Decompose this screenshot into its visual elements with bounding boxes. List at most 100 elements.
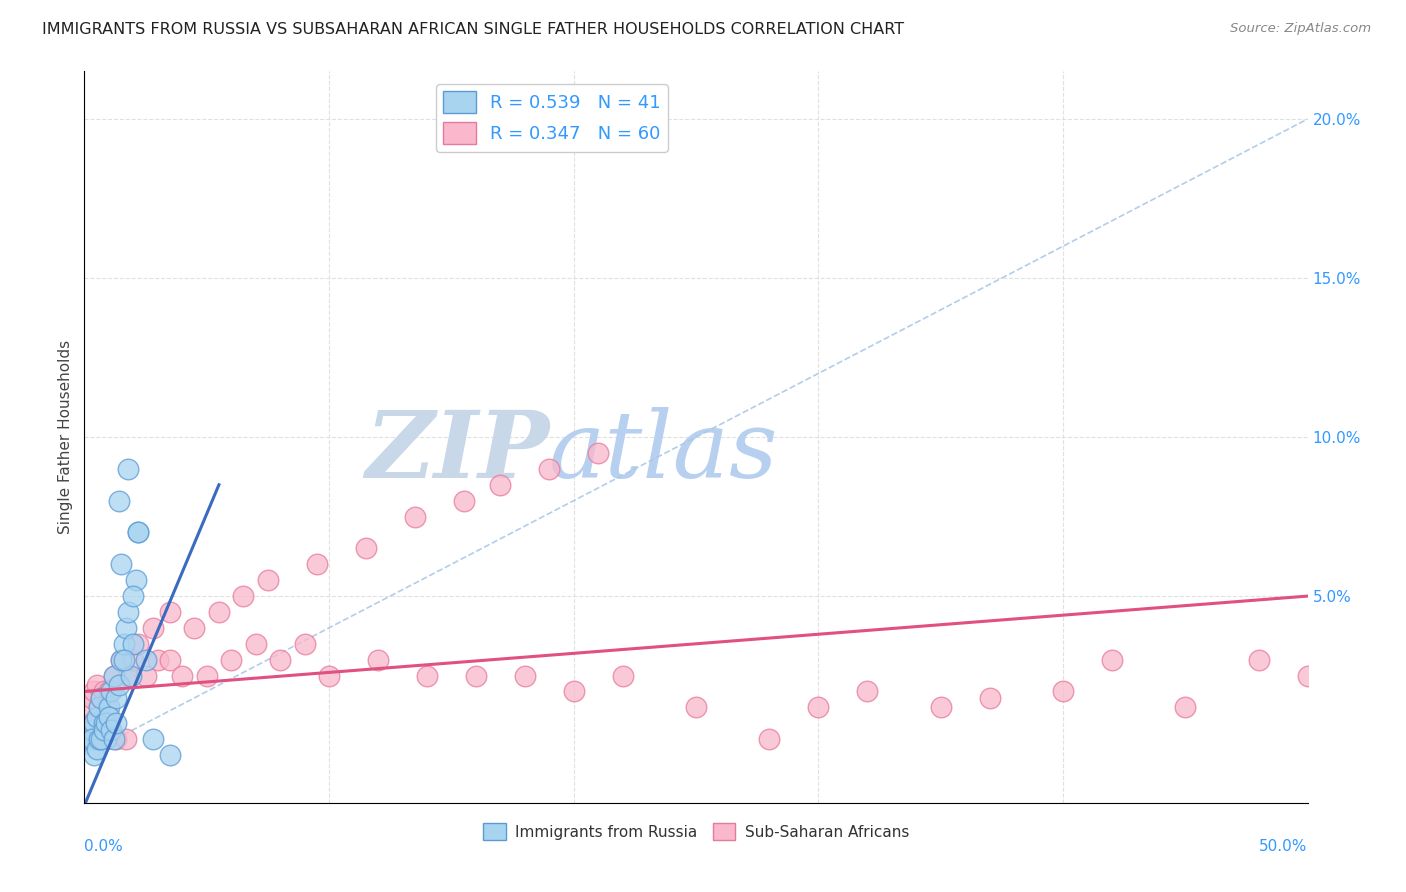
Point <box>86 741 108 756</box>
Point <box>232 589 254 603</box>
Point <box>122 637 145 651</box>
Point <box>93 716 115 731</box>
Point <box>80 723 103 737</box>
Point <box>586 446 609 460</box>
Point <box>127 525 149 540</box>
Point <box>83 684 105 698</box>
Point <box>245 637 267 651</box>
Point <box>80 690 103 705</box>
Point <box>77 700 100 714</box>
Text: Source: ZipAtlas.com: Source: ZipAtlas.com <box>1230 22 1371 36</box>
Text: atlas: atlas <box>550 407 779 497</box>
Point <box>96 700 118 714</box>
Point <box>318 668 340 682</box>
Point <box>562 684 585 698</box>
Point <box>87 732 110 747</box>
Point <box>135 653 157 667</box>
Point <box>219 653 242 667</box>
Point <box>90 690 112 705</box>
Point <box>77 732 100 747</box>
Point <box>979 690 1001 705</box>
Point <box>103 668 125 682</box>
Point <box>354 541 377 556</box>
Point <box>97 716 120 731</box>
Point <box>110 653 132 667</box>
Point <box>612 668 634 682</box>
Point <box>105 690 128 705</box>
Point <box>464 668 486 682</box>
Point <box>142 732 165 747</box>
Legend: Immigrants from Russia, Sub-Saharan Africans: Immigrants from Russia, Sub-Saharan Afri… <box>477 816 915 847</box>
Point <box>86 710 108 724</box>
Text: ZIP: ZIP <box>366 407 550 497</box>
Point <box>269 653 291 667</box>
Point <box>416 668 439 682</box>
Point <box>87 700 110 714</box>
Text: IMMIGRANTS FROM RUSSIA VS SUBSAHARAN AFRICAN SINGLE FATHER HOUSEHOLDS CORRELATIO: IMMIGRANTS FROM RUSSIA VS SUBSAHARAN AFR… <box>42 22 904 37</box>
Point <box>142 621 165 635</box>
Point <box>538 462 561 476</box>
Point <box>105 716 128 731</box>
Point <box>90 732 112 747</box>
Point <box>195 668 218 682</box>
Point <box>80 716 103 731</box>
Text: 0.0%: 0.0% <box>84 839 124 855</box>
Point <box>135 668 157 682</box>
Point <box>86 732 108 747</box>
Point <box>103 732 125 747</box>
Point <box>127 637 149 651</box>
Point <box>80 732 103 747</box>
Y-axis label: Single Father Households: Single Father Households <box>58 340 73 534</box>
Point <box>107 678 129 692</box>
Point <box>1174 700 1197 714</box>
Point <box>1247 653 1270 667</box>
Point <box>110 653 132 667</box>
Point <box>208 605 231 619</box>
Point <box>758 732 780 747</box>
Point <box>117 462 139 476</box>
Point <box>159 605 181 619</box>
Point <box>110 558 132 572</box>
Point <box>107 493 129 508</box>
Point <box>97 684 120 698</box>
Point <box>83 716 105 731</box>
Point <box>112 637 135 651</box>
Point <box>929 700 952 714</box>
Point <box>122 653 145 667</box>
Point <box>513 668 536 682</box>
Point <box>489 477 512 491</box>
Point <box>146 653 169 667</box>
Point <box>367 653 389 667</box>
Point <box>127 525 149 540</box>
Point <box>100 684 122 698</box>
Point <box>112 653 135 667</box>
Point <box>807 700 830 714</box>
Point <box>685 700 707 714</box>
Point <box>105 732 128 747</box>
Point <box>120 668 142 682</box>
Point <box>115 732 138 747</box>
Point <box>404 509 426 524</box>
Point <box>1052 684 1074 698</box>
Point <box>125 573 148 587</box>
Point <box>86 678 108 692</box>
Point <box>90 732 112 747</box>
Point <box>87 700 110 714</box>
Point <box>97 700 120 714</box>
Point <box>159 748 181 763</box>
Point <box>856 684 879 698</box>
Point <box>1101 653 1123 667</box>
Point <box>453 493 475 508</box>
Point <box>1296 668 1319 682</box>
Point <box>115 621 138 635</box>
Point <box>183 621 205 635</box>
Point <box>103 668 125 682</box>
Point <box>294 637 316 651</box>
Point <box>93 723 115 737</box>
Text: 50.0%: 50.0% <box>1260 839 1308 855</box>
Point <box>159 653 181 667</box>
Point <box>96 732 118 747</box>
Point <box>96 716 118 731</box>
Point <box>122 589 145 603</box>
Point <box>83 748 105 763</box>
